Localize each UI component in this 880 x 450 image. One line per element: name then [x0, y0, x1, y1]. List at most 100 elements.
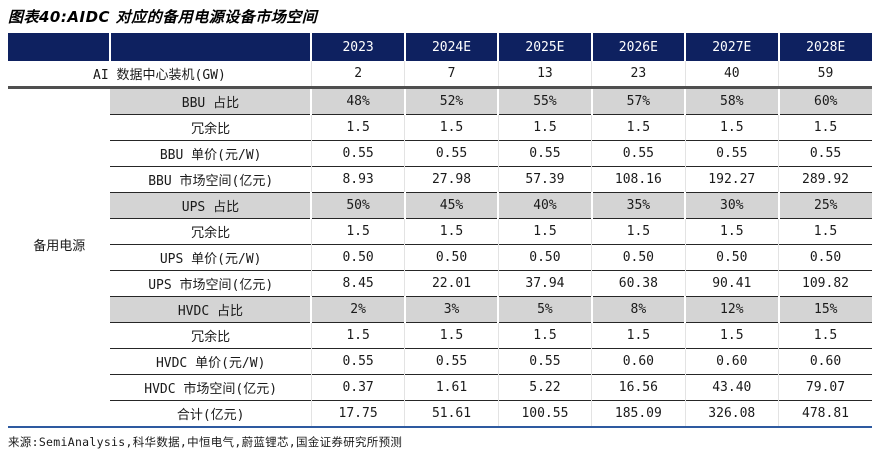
table-body: AI 数据中心装机(GW) 2 7 13 23 40 59 备用电源 BBU 占比 48% 52% 5… — [8, 61, 872, 428]
cell-ups-redundancy-2027E: 1.5 — [684, 218, 779, 245]
cell-ups-unit-price-2026E: 0.50 — [591, 244, 686, 271]
source-note: 来源:SemiAnalysis,科华数据,中恒电气,蔚蓝锂芯,国金证券研究所预测 — [8, 435, 403, 449]
cell-hvdc-market-2027E: 43.40 — [684, 374, 779, 401]
cell-bbu-unit-price-2028E: 0.55 — [778, 140, 872, 167]
cell-bbu-unit-price-2026E: 0.55 — [591, 140, 686, 167]
cell-bbu-unit-price-2027E: 0.55 — [684, 140, 779, 167]
cell-ups-unit-price-2028E: 0.50 — [778, 244, 872, 271]
row-label-hvdc-market: HVDC 市场空间(亿元) — [110, 374, 312, 401]
cell-ups-unit-price-2025E: 0.50 — [497, 244, 592, 271]
table-row-ups-unit-price: UPS 单价(元/W) 0.50 0.50 0.50 0.50 0.50 0.50 — [8, 244, 872, 271]
table-row-hvdc-share: HVDC 占比 2% 3% 5% 8% 12% 15% — [8, 296, 872, 323]
cell-bbu-redundancy-2028E: 1.5 — [778, 114, 872, 141]
column-header-2028E: 2028E — [777, 33, 872, 61]
cell-bbu-unit-price-2025E: 0.55 — [497, 140, 592, 167]
row-label-ups-redundancy: 冗余比 — [110, 218, 312, 245]
row-label-total: 合计(亿元) — [110, 400, 312, 428]
row-group-label: 备用电源 — [8, 87, 111, 401]
cell-ups-share-2023: 50% — [310, 192, 405, 219]
table-row-bbu-unit-price: BBU 单价(元/W) 0.55 0.55 0.55 0.55 0.55 0.55 — [8, 140, 872, 167]
cell-bbu-share-2027E: 58% — [684, 87, 779, 115]
cell-ups-market-2027E: 90.41 — [684, 270, 779, 297]
cell-ups-redundancy-2025E: 1.5 — [497, 218, 592, 245]
cell-ups-market-2028E: 109.82 — [778, 270, 872, 297]
cell-bbu-unit-price-2023: 0.55 — [310, 140, 405, 167]
cell-ai-capacity-2025E: 13 — [497, 61, 592, 89]
cell-hvdc-market-2025E: 5.22 — [497, 374, 592, 401]
cell-total-2028E: 478.81 — [778, 400, 872, 428]
cell-hvdc-share-2024E: 3% — [403, 296, 499, 323]
empty-group-cell — [8, 400, 111, 428]
cell-bbu-market-2023: 8.93 — [310, 166, 405, 193]
column-header-2025E: 2025E — [497, 33, 592, 61]
row-label-hvdc-redundancy: 冗余比 — [110, 322, 312, 349]
cell-hvdc-redundancy-2024E: 1.5 — [404, 322, 499, 349]
cell-bbu-share-2025E: 55% — [497, 87, 592, 115]
cell-ai-capacity-2023: 2 — [310, 61, 405, 89]
row-label-ups-market: UPS 市场空间(亿元) — [110, 270, 312, 297]
row-label-bbu-share: BBU 占比 — [110, 87, 312, 115]
cell-ai-capacity-2024E: 7 — [404, 61, 499, 89]
cell-bbu-market-2027E: 192.27 — [684, 166, 779, 193]
header-row: 2023 2024E 2025E 2026E 2027E 2028E — [8, 33, 872, 61]
cell-bbu-unit-price-2024E: 0.55 — [404, 140, 499, 167]
cell-hvdc-share-2025E: 5% — [497, 296, 592, 323]
cell-bbu-market-2026E: 108.16 — [591, 166, 686, 193]
cell-hvdc-unit-price-2027E: 0.60 — [684, 348, 779, 375]
cell-bbu-redundancy-2026E: 1.5 — [591, 114, 686, 141]
cell-bbu-share-2024E: 52% — [403, 87, 499, 115]
cell-ups-market-2023: 8.45 — [310, 270, 405, 297]
cell-total-2027E: 326.08 — [684, 400, 779, 428]
cell-total-2026E: 185.09 — [591, 400, 686, 428]
cell-hvdc-unit-price-2024E: 0.55 — [404, 348, 499, 375]
table-row-bbu-redundancy: 冗余比 1.5 1.5 1.5 1.5 1.5 1.5 — [8, 114, 872, 141]
table-row-hvdc-market: HVDC 市场空间(亿元) 0.37 1.61 5.22 16.56 43.40 79.07 — [8, 374, 872, 401]
row-label-hvdc-unit-price: HVDC 单价(元/W) — [110, 348, 312, 375]
cell-bbu-share-2028E: 60% — [777, 87, 872, 115]
cell-hvdc-redundancy-2028E: 1.5 — [778, 322, 872, 349]
cell-bbu-redundancy-2023: 1.5 — [310, 114, 405, 141]
cell-hvdc-market-2028E: 79.07 — [778, 374, 872, 401]
cell-hvdc-market-2023: 0.37 — [310, 374, 405, 401]
cell-hvdc-unit-price-2026E: 0.60 — [591, 348, 686, 375]
cell-ups-redundancy-2028E: 1.5 — [778, 218, 872, 245]
cell-ups-redundancy-2023: 1.5 — [310, 218, 405, 245]
cell-bbu-market-2028E: 289.92 — [778, 166, 872, 193]
table-row-hvdc-redundancy: 冗余比 1.5 1.5 1.5 1.5 1.5 1.5 — [8, 322, 872, 349]
cell-ups-share-2028E: 25% — [777, 192, 872, 219]
cell-hvdc-unit-price-2025E: 0.55 — [497, 348, 592, 375]
table-row-hvdc-unit-price: HVDC 单价(元/W) 0.55 0.55 0.55 0.60 0.60 0.60 — [8, 348, 872, 375]
row-label-bbu-market: BBU 市场空间(亿元) — [110, 166, 312, 193]
row-label-ai-capacity: AI 数据中心装机(GW) — [8, 61, 312, 89]
cell-bbu-share-2023: 48% — [310, 87, 405, 115]
cell-ai-capacity-2027E: 40 — [684, 61, 779, 89]
cell-total-2025E: 100.55 — [497, 400, 592, 428]
row-label-bbu-unit-price: BBU 单价(元/W) — [110, 140, 312, 167]
cell-ups-market-2024E: 22.01 — [404, 270, 499, 297]
table-row-total: 合计(亿元) 17.75 51.61 100.55 185.09 326.08 478.81 — [8, 400, 872, 428]
cell-bbu-redundancy-2027E: 1.5 — [684, 114, 779, 141]
cell-hvdc-redundancy-2027E: 1.5 — [684, 322, 779, 349]
row-label-ups-share: UPS 占比 — [110, 192, 312, 219]
table-row-bbu-market: BBU 市场空间(亿元) 8.93 27.98 57.39 108.16 192.27 28… — [8, 166, 872, 193]
table-row-ups-redundancy: 冗余比 1.5 1.5 1.5 1.5 1.5 1.5 — [8, 218, 872, 245]
cell-ai-capacity-2026E: 23 — [591, 61, 686, 89]
cell-ups-market-2026E: 60.38 — [591, 270, 686, 297]
cell-ups-share-2027E: 30% — [684, 192, 779, 219]
column-header-2023: 2023 — [310, 33, 405, 61]
cell-bbu-redundancy-2024E: 1.5 — [404, 114, 499, 141]
cell-ups-share-2025E: 40% — [497, 192, 592, 219]
row-label-ups-unit-price: UPS 单价(元/W) — [110, 244, 312, 271]
cell-ups-share-2024E: 45% — [403, 192, 499, 219]
cell-hvdc-redundancy-2025E: 1.5 — [497, 322, 592, 349]
cell-bbu-share-2026E: 57% — [590, 87, 686, 115]
cell-total-2023: 17.75 — [310, 400, 405, 428]
cell-ups-unit-price-2027E: 0.50 — [684, 244, 779, 271]
column-header-2024E: 2024E — [403, 33, 499, 61]
cell-ai-capacity-2028E: 59 — [778, 61, 872, 89]
cell-ups-redundancy-2026E: 1.5 — [591, 218, 686, 245]
table-row-bbu-share: 备用电源 BBU 占比 48% 52% 55% 57% 58% 60% — [8, 87, 872, 401]
column-header-2026E: 2026E — [590, 33, 686, 61]
header-empty-group — [8, 33, 111, 61]
